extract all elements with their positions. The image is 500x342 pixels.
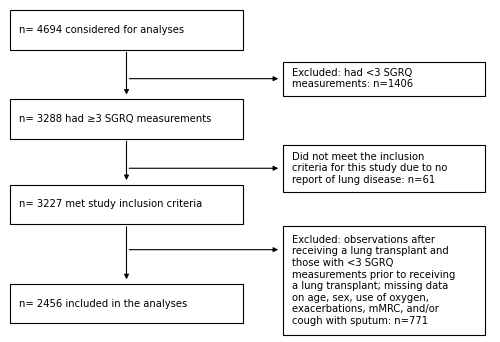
Text: n= 3227 met study inclusion criteria: n= 3227 met study inclusion criteria [19,199,202,209]
FancyBboxPatch shape [10,185,242,224]
FancyBboxPatch shape [282,226,485,335]
FancyBboxPatch shape [282,145,485,192]
Text: n= 2456 included in the analyses: n= 2456 included in the analyses [19,299,187,308]
FancyBboxPatch shape [10,284,242,323]
Text: n= 3288 had ≥3 SGRQ measurements: n= 3288 had ≥3 SGRQ measurements [19,114,212,124]
FancyBboxPatch shape [10,10,242,50]
Text: Excluded: observations after
receiving a lung transplant and
those with <3 SGRQ
: Excluded: observations after receiving a… [292,235,455,326]
Text: n= 4694 considered for analyses: n= 4694 considered for analyses [19,25,184,35]
FancyBboxPatch shape [282,62,485,96]
FancyBboxPatch shape [10,99,242,139]
Text: Excluded: had <3 SGRQ
measurements: n=1406: Excluded: had <3 SGRQ measurements: n=14… [292,68,412,90]
Text: Did not meet the inclusion
criteria for this study due to no
report of lung dise: Did not meet the inclusion criteria for … [292,152,447,185]
